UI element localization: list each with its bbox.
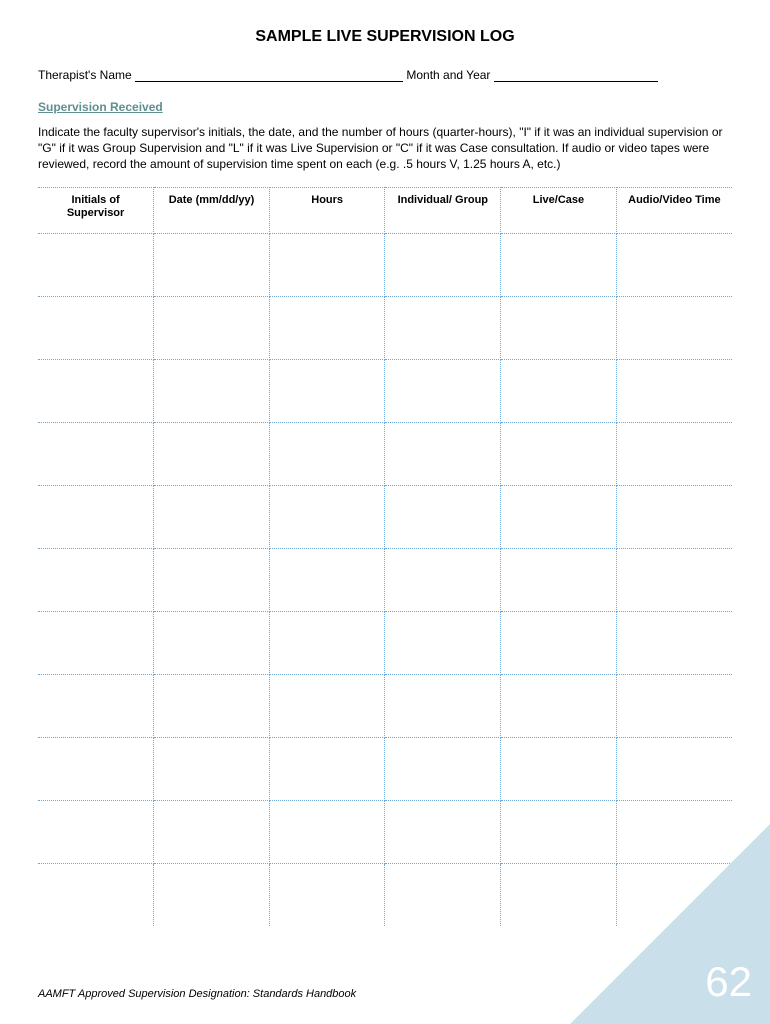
table-cell bbox=[154, 611, 270, 674]
therapist-name-label: Therapist's Name bbox=[38, 68, 132, 82]
table-cell bbox=[269, 611, 385, 674]
table-row bbox=[38, 611, 732, 674]
table-cell bbox=[385, 863, 501, 926]
instructions-text: Indicate the faculty supervisor's initia… bbox=[38, 124, 732, 173]
table-cell bbox=[154, 737, 270, 800]
table-cell bbox=[154, 296, 270, 359]
month-year-label: Month and Year bbox=[406, 68, 490, 82]
supervision-log-table: Initials of Supervisor Date (mm/dd/yy) H… bbox=[38, 187, 732, 927]
table-cell bbox=[154, 359, 270, 422]
table-cell bbox=[269, 737, 385, 800]
table-cell bbox=[616, 296, 732, 359]
table-cell bbox=[501, 296, 617, 359]
table-cell bbox=[154, 674, 270, 737]
table-cell bbox=[616, 422, 732, 485]
table-row bbox=[38, 233, 732, 296]
table-cell bbox=[154, 548, 270, 611]
table-cell bbox=[269, 422, 385, 485]
table-cell bbox=[501, 359, 617, 422]
table-cell bbox=[269, 863, 385, 926]
table-cell bbox=[154, 422, 270, 485]
col-hours: Hours bbox=[269, 187, 385, 233]
table-row bbox=[38, 485, 732, 548]
table-cell bbox=[616, 674, 732, 737]
table-cell bbox=[385, 422, 501, 485]
table-cell bbox=[38, 737, 154, 800]
table-cell bbox=[385, 296, 501, 359]
table-cell bbox=[385, 674, 501, 737]
table-cell bbox=[269, 485, 385, 548]
table-cell bbox=[38, 548, 154, 611]
table-cell bbox=[154, 800, 270, 863]
table-cell bbox=[501, 674, 617, 737]
table-cell bbox=[501, 548, 617, 611]
table-cell bbox=[616, 233, 732, 296]
table-cell bbox=[154, 863, 270, 926]
table-cell bbox=[269, 800, 385, 863]
table-cell bbox=[616, 359, 732, 422]
table-row bbox=[38, 737, 732, 800]
table-cell bbox=[616, 611, 732, 674]
table-cell bbox=[616, 737, 732, 800]
col-date: Date (mm/dd/yy) bbox=[154, 187, 270, 233]
table-cell bbox=[269, 548, 385, 611]
table-cell bbox=[501, 611, 617, 674]
table-cell bbox=[385, 800, 501, 863]
table-cell bbox=[154, 233, 270, 296]
table-row bbox=[38, 296, 732, 359]
table-row bbox=[38, 674, 732, 737]
table-cell bbox=[38, 611, 154, 674]
table-row bbox=[38, 548, 732, 611]
table-cell bbox=[38, 422, 154, 485]
therapist-name-line bbox=[135, 70, 403, 82]
table-row bbox=[38, 359, 732, 422]
month-year-line bbox=[494, 70, 658, 82]
col-live-case: Live/Case bbox=[501, 187, 617, 233]
table-cell bbox=[501, 233, 617, 296]
table-cell bbox=[38, 674, 154, 737]
table-cell bbox=[385, 233, 501, 296]
footer-text: AAMFT Approved Supervision Designation: … bbox=[38, 988, 356, 1000]
table-cell bbox=[269, 296, 385, 359]
page-number: 62 bbox=[705, 958, 752, 1006]
table-cell bbox=[38, 233, 154, 296]
table-header-row: Initials of Supervisor Date (mm/dd/yy) H… bbox=[38, 187, 732, 233]
table-cell bbox=[385, 737, 501, 800]
table-cell bbox=[154, 485, 270, 548]
table-cell bbox=[385, 548, 501, 611]
col-ind-group: Individual/ Group bbox=[385, 187, 501, 233]
table-cell bbox=[269, 233, 385, 296]
table-cell bbox=[385, 359, 501, 422]
table-cell bbox=[269, 359, 385, 422]
page-title: SAMPLE LIVE SUPERVISION LOG bbox=[38, 28, 732, 46]
table-cell bbox=[385, 485, 501, 548]
table-cell bbox=[501, 422, 617, 485]
table-row bbox=[38, 422, 732, 485]
table-cell bbox=[38, 485, 154, 548]
col-av-time: Audio/Video Time bbox=[616, 187, 732, 233]
table-cell bbox=[616, 548, 732, 611]
form-fields-row: Therapist's Name Month and Year bbox=[38, 68, 732, 82]
table-cell bbox=[501, 737, 617, 800]
table-cell bbox=[38, 359, 154, 422]
section-heading: Supervision Received bbox=[38, 100, 732, 114]
table-cell bbox=[38, 296, 154, 359]
table-cell bbox=[385, 611, 501, 674]
table-cell bbox=[616, 485, 732, 548]
table-cell bbox=[501, 485, 617, 548]
table-cell bbox=[38, 863, 154, 926]
col-initials: Initials of Supervisor bbox=[38, 187, 154, 233]
table-cell bbox=[38, 800, 154, 863]
table-cell bbox=[269, 674, 385, 737]
